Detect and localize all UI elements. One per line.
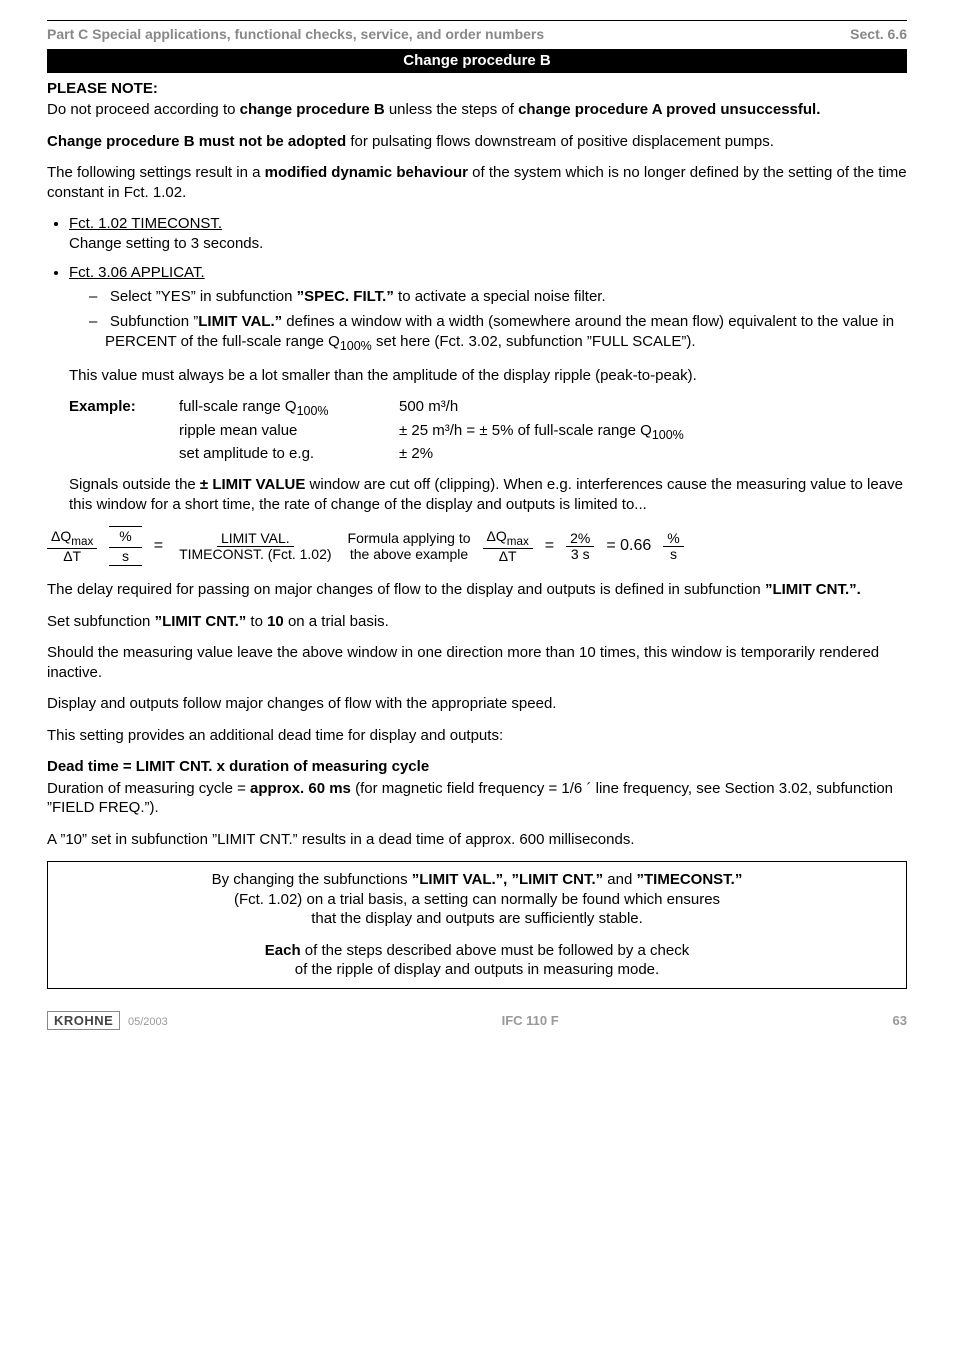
formula-row: ΔQmax ΔT % s = LIMIT VAL. TIMECONST. (Fc… — [47, 526, 907, 566]
page-header: Part C Special applications, functional … — [47, 25, 907, 43]
frac-dq-2: ΔQmax ΔT — [483, 529, 533, 564]
example-cell: ± 25 m³/h = ± 5% of full-scale range Q10… — [399, 421, 907, 443]
formula-mid-text: Formula applying tothe above example — [348, 530, 471, 562]
delay-para: The delay required for passing on major … — [47, 580, 907, 600]
equals-1: = — [154, 536, 163, 557]
example-table: Example: full-scale range Q100% 500 m³/h… — [69, 397, 907, 463]
example-cell: ripple mean value — [179, 421, 399, 443]
deadtime-heading: Dead time = LIMIT CNT. x duration of mea… — [47, 757, 907, 777]
set-subfunction-para: Set subfunction ”LIMIT CNT.” to 10 on a … — [47, 612, 907, 632]
frac-unit-2: % s — [663, 531, 683, 561]
summary-box: By changing the subfunctions ”LIMIT VAL.… — [47, 861, 907, 989]
bullet-title: Fct. 3.06 APPLICAT. — [69, 264, 205, 281]
box-line-2: (Fct. 1.02) on a trial basis, a setting … — [62, 890, 892, 910]
setting-para: This setting provides an additional dead… — [47, 726, 907, 746]
example-cell: full-scale range Q100% — [179, 397, 399, 419]
brand-badge: KROHNE — [47, 1011, 120, 1030]
intro-line-2: Change procedure B must not be adopted f… — [47, 132, 907, 152]
display-para: Display and outputs follow major changes… — [47, 694, 907, 714]
intro-line-3: The following settings result in a modif… — [47, 163, 907, 202]
bullet-timeconst: Fct. 1.02 TIMECONST. Change setting to 3… — [69, 214, 907, 253]
should-para: Should the measuring value leave the abo… — [47, 643, 907, 682]
box-line-5: of the ripple of display and outputs in … — [62, 960, 892, 980]
intro-line-1: Do not proceed according to change proce… — [47, 100, 907, 120]
dash-limit-val: Subfunction ”LIMIT VAL.” defines a windo… — [89, 312, 907, 354]
footer-left: KROHNE 05/2003 — [47, 1013, 168, 1030]
example-cell: ± 2% — [399, 444, 907, 464]
footer-date: 05/2003 — [128, 1016, 168, 1028]
dash-spec-filt: Select ”YES” in subfunction ”SPEC. FILT.… — [89, 287, 907, 307]
bullet-title: Fct. 1.02 TIMECONST. — [69, 215, 222, 232]
bullet-applicat: Fct. 3.06 APPLICAT. Select ”YES” in subf… — [69, 263, 907, 354]
bullet-body: Change setting to 3 seconds. — [69, 235, 263, 252]
example-cell: 500 m³/h — [399, 397, 907, 419]
footer-center: IFC 110 F — [502, 1013, 559, 1030]
box-line-1: By changing the subfunctions ”LIMIT VAL.… — [62, 870, 892, 890]
equals-2: = — [545, 536, 554, 557]
signals-para: Signals outside the ± LIMIT VALUE window… — [69, 475, 907, 514]
header-right: Sect. 6.6 — [850, 25, 907, 43]
frac-2pct: 2% 3 s — [566, 531, 594, 561]
dash-list: Select ”YES” in subfunction ”SPEC. FILT.… — [69, 287, 907, 354]
please-note-label: PLEASE NOTE: — [47, 79, 907, 99]
page-footer: KROHNE 05/2003 IFC 110 F 63 — [47, 1013, 907, 1030]
example-label: Example: — [69, 397, 179, 419]
after-bullets: This value must always be a lot smaller … — [69, 366, 907, 386]
frac-limitval: LIMIT VAL. TIMECONST. (Fct. 1.02) — [175, 531, 335, 561]
a10-para: A ”10” set in subfunction ”LIMIT CNT.” r… — [47, 830, 907, 850]
header-left: Part C Special applications, functional … — [47, 25, 544, 43]
footer-page: 63 — [893, 1013, 907, 1030]
section-bar: Change procedure B — [47, 49, 907, 73]
example-cell: set amplitude to e.g. — [179, 444, 399, 464]
box-line-3: that the display and outputs are suffici… — [62, 909, 892, 929]
equals-val: = 0.66 — [606, 536, 651, 557]
deadtime-body: Duration of measuring cycle = approx. 60… — [47, 779, 907, 818]
unit-box: % s — [109, 526, 141, 566]
box-line-4: Each of the steps described above must b… — [62, 941, 892, 961]
frac-dq: ΔQmax ΔT — [47, 529, 97, 564]
bullet-list: Fct. 1.02 TIMECONST. Change setting to 3… — [47, 214, 907, 354]
header-rule — [47, 20, 907, 21]
